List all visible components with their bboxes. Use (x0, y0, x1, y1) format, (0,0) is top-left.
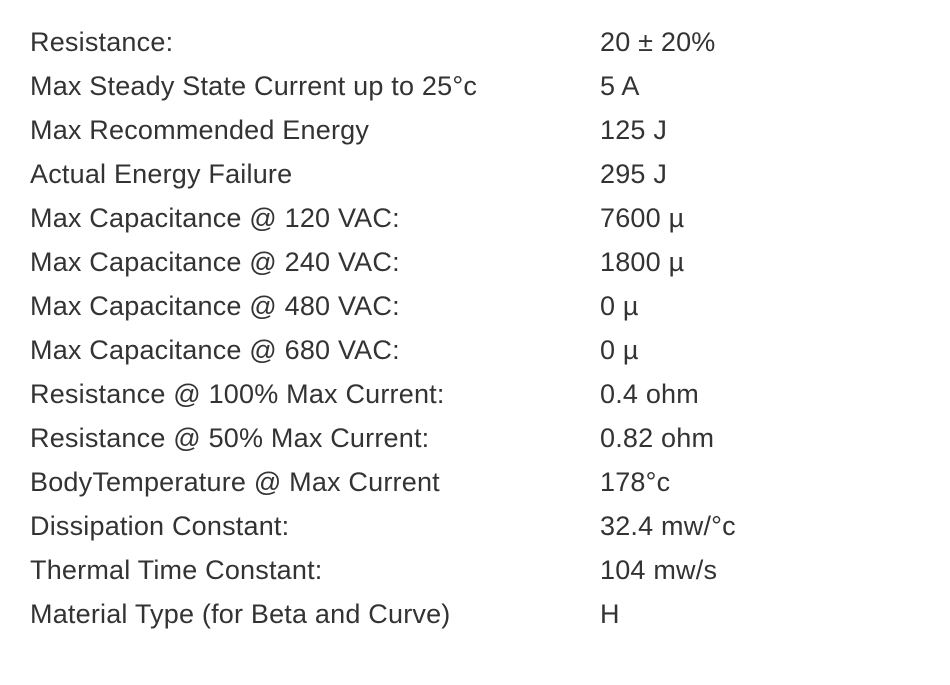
spec-value: 0.4 ohm (600, 381, 930, 408)
spec-label: Resistance: (30, 29, 600, 56)
spec-value: 104 mw/s (600, 557, 930, 584)
spec-row: Max Capacitance @ 120 VAC: 7600 µ (30, 196, 930, 240)
spec-value: 7600 µ (600, 205, 930, 232)
spec-row: Resistance @ 100% Max Current: 0.4 ohm (30, 372, 930, 416)
spec-value: 5 A (600, 73, 930, 100)
spec-value: 1800 µ (600, 249, 930, 276)
spec-row: BodyTemperature @ Max Current 178°c (30, 460, 930, 504)
spec-value: 20 ± 20% (600, 29, 930, 56)
spec-label: BodyTemperature @ Max Current (30, 469, 600, 496)
spec-row: Material Type (for Beta and Curve) H (30, 592, 930, 636)
spec-value: 125 J (600, 117, 930, 144)
spec-table: Resistance: 20 ± 20% Max Steady State Cu… (0, 0, 950, 656)
spec-row: Thermal Time Constant: 104 mw/s (30, 548, 930, 592)
spec-row: Dissipation Constant: 32.4 mw/°c (30, 504, 930, 548)
spec-row: Max Recommended Energy 125 J (30, 108, 930, 152)
spec-value: 32.4 mw/°c (600, 513, 930, 540)
spec-row: Max Steady State Current up to 25°c 5 A (30, 64, 930, 108)
spec-label: Max Capacitance @ 240 VAC: (30, 249, 600, 276)
spec-row: Max Capacitance @ 240 VAC: 1800 µ (30, 240, 930, 284)
spec-label: Max Capacitance @ 680 VAC: (30, 337, 600, 364)
spec-label: Max Capacitance @ 120 VAC: (30, 205, 600, 232)
spec-row: Max Capacitance @ 480 VAC: 0 µ (30, 284, 930, 328)
spec-value: 0.82 ohm (600, 425, 930, 452)
spec-value: 0 µ (600, 293, 930, 320)
spec-value: 0 µ (600, 337, 930, 364)
spec-row: Max Capacitance @ 680 VAC: 0 µ (30, 328, 930, 372)
spec-label: Thermal Time Constant: (30, 557, 600, 584)
spec-value: H (600, 601, 930, 628)
spec-row: Actual Energy Failure 295 J (30, 152, 930, 196)
spec-row: Resistance @ 50% Max Current: 0.82 ohm (30, 416, 930, 460)
spec-label: Max Steady State Current up to 25°c (30, 73, 600, 100)
spec-label: Actual Energy Failure (30, 161, 600, 188)
spec-label: Resistance @ 50% Max Current: (30, 425, 600, 452)
spec-row: Resistance: 20 ± 20% (30, 20, 930, 64)
spec-label: Material Type (for Beta and Curve) (30, 601, 600, 628)
spec-label: Max Capacitance @ 480 VAC: (30, 293, 600, 320)
spec-label: Resistance @ 100% Max Current: (30, 381, 600, 408)
spec-value: 295 J (600, 161, 930, 188)
spec-value: 178°c (600, 469, 930, 496)
spec-label: Max Recommended Energy (30, 117, 600, 144)
spec-label: Dissipation Constant: (30, 513, 600, 540)
